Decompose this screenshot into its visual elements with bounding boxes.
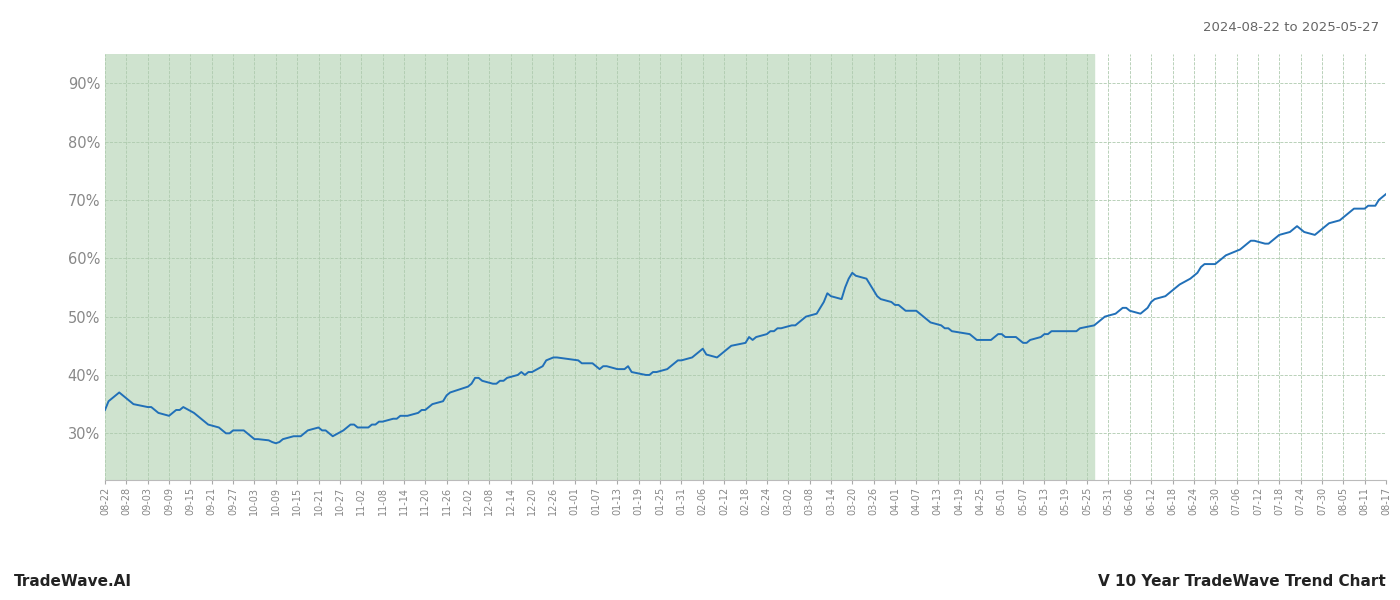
- Text: 2024-08-22 to 2025-05-27: 2024-08-22 to 2025-05-27: [1203, 21, 1379, 34]
- Bar: [105, 54, 1095, 480]
- Text: V 10 Year TradeWave Trend Chart: V 10 Year TradeWave Trend Chart: [1098, 574, 1386, 589]
- Text: TradeWave.AI: TradeWave.AI: [14, 574, 132, 589]
